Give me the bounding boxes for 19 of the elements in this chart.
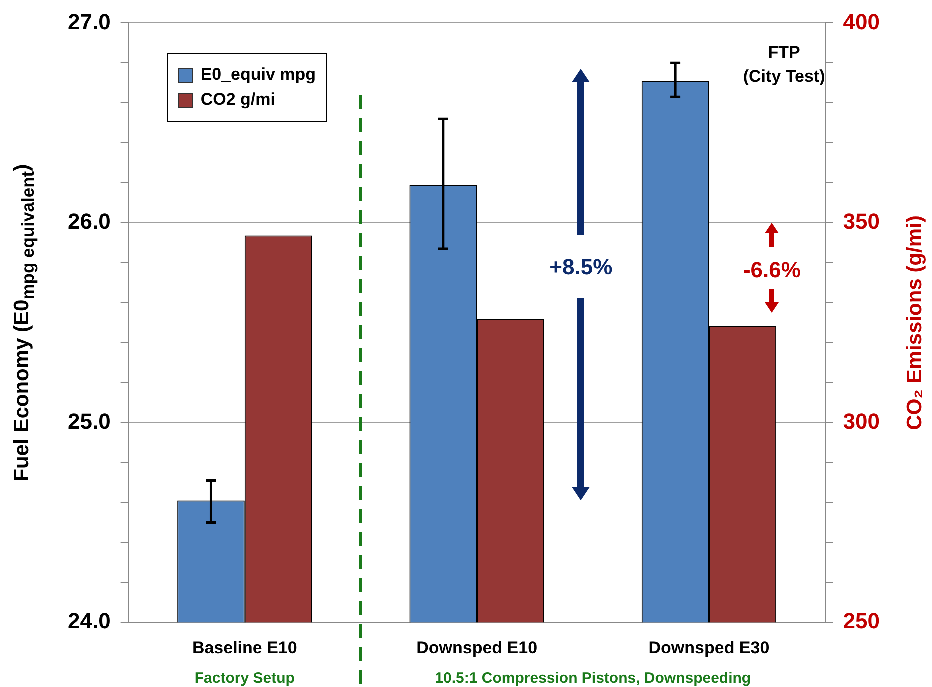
x-tick-label: Downsped E30 [648,638,770,658]
annotation: +8.5% [550,254,613,280]
y-tick-label: 26.0 [68,209,111,234]
text: 10.5:1 Compression Pistons, Downspeeding [435,670,752,687]
annotation: FTP (City Test) [743,42,826,86]
legend-label: CO2 g/mi [200,90,276,110]
y2-tick-label: 400 [843,9,880,34]
y-tick-label: 24.0 [68,608,111,634]
x-tick-label: Baseline E10 [192,638,298,658]
y2-tick-label: 300 [843,408,880,434]
legend-label: E0_equiv mpg [200,65,316,86]
y2-tick-label: 250 [843,608,880,634]
text: Factory Setup [194,670,295,687]
annotation: -6.6% [743,257,801,282]
y2-axis-title: CO₂ Emissions (g/mi) [902,216,927,430]
x-tick-label: Downsped E10 [416,638,538,658]
y2-tick-label: 350 [843,209,880,234]
y-tick-label: 25.0 [68,408,111,434]
y-tick-label: 27.0 [68,9,111,34]
